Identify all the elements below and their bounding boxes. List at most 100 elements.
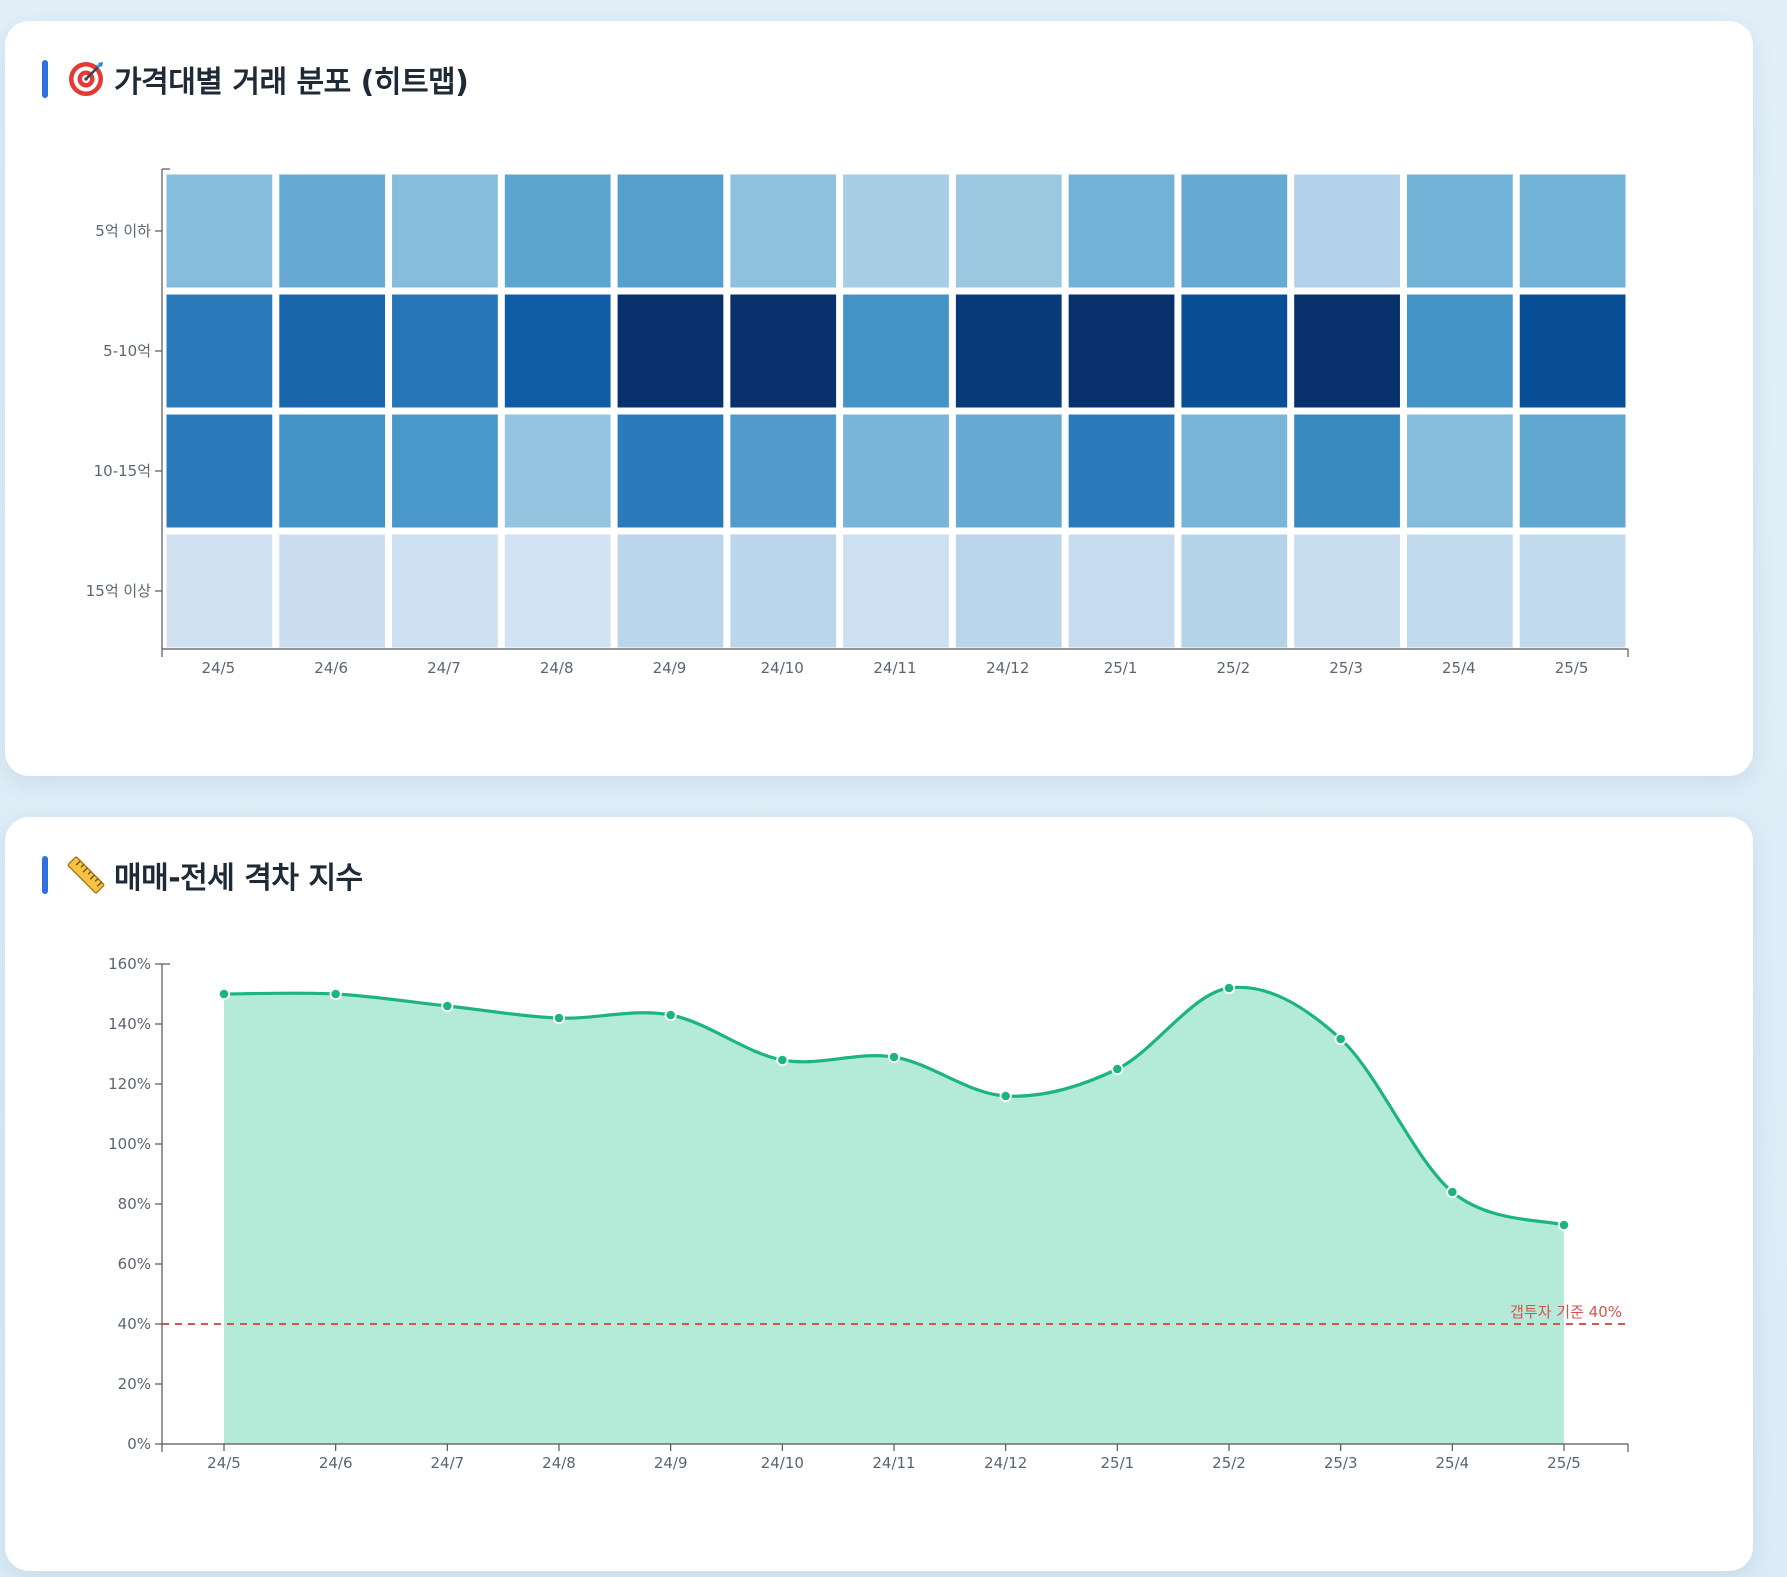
data-point[interactable] bbox=[664, 1008, 677, 1022]
data-point[interactable] bbox=[441, 999, 454, 1013]
heatmap-cell[interactable] bbox=[392, 294, 498, 408]
x-tick-label: 25/4 bbox=[1435, 1454, 1469, 1472]
y-tick-label: 15억 이상 bbox=[86, 582, 151, 600]
heatmap-cell[interactable] bbox=[504, 534, 611, 648]
heatmap-cell[interactable] bbox=[843, 534, 949, 648]
heatmap-cell[interactable] bbox=[730, 294, 837, 408]
x-tick-label: 25/1 bbox=[1100, 1454, 1134, 1472]
x-tick-label: 24/9 bbox=[653, 659, 687, 677]
y-tick-label: 5억 이하 bbox=[95, 222, 151, 240]
heatmap-cell[interactable] bbox=[392, 414, 498, 528]
x-tick-label: 24/11 bbox=[873, 659, 916, 677]
heatmap-cell[interactable] bbox=[617, 174, 724, 288]
heatmap-cell[interactable] bbox=[843, 174, 949, 288]
y-tick-label: 80% bbox=[118, 1195, 151, 1213]
x-tick-label: 24/5 bbox=[202, 659, 236, 677]
heatmap-cell[interactable] bbox=[1294, 294, 1400, 408]
x-tick-label: 24/8 bbox=[540, 659, 574, 677]
y-tick-label: 40% bbox=[118, 1315, 151, 1333]
heatmap-cell[interactable] bbox=[843, 294, 949, 408]
x-tick-label: 24/12 bbox=[984, 1454, 1027, 1472]
heatmap-cell[interactable] bbox=[166, 414, 273, 528]
data-point[interactable] bbox=[552, 1011, 566, 1025]
x-tick-label: 24/11 bbox=[872, 1454, 915, 1472]
data-point[interactable] bbox=[329, 987, 342, 1001]
heatmap-cell[interactable] bbox=[843, 414, 949, 528]
heatmap-cell[interactable] bbox=[504, 414, 611, 528]
data-point[interactable] bbox=[776, 1053, 789, 1067]
heatmap-axes bbox=[161, 168, 1629, 657]
heatmap-cell[interactable] bbox=[1181, 534, 1288, 648]
heatmap-cell[interactable] bbox=[1181, 414, 1288, 528]
x-tick-label: 25/2 bbox=[1212, 1454, 1246, 1472]
y-tick-label: 20% bbox=[118, 1375, 151, 1393]
y-tick-label: 0% bbox=[127, 1435, 151, 1453]
heatmap-cell[interactable] bbox=[1519, 174, 1626, 288]
heatmap-cell[interactable] bbox=[617, 414, 724, 528]
heatmap-cell[interactable] bbox=[955, 414, 1062, 528]
heatmap-cell[interactable] bbox=[1294, 534, 1400, 648]
data-point[interactable] bbox=[1557, 1218, 1571, 1232]
heatmap-cell[interactable] bbox=[166, 534, 273, 648]
heatmap-cell[interactable] bbox=[730, 174, 837, 288]
x-tick-label: 25/5 bbox=[1555, 659, 1589, 677]
x-tick-label: 24/5 bbox=[207, 1454, 241, 1472]
heatmap-cell[interactable] bbox=[955, 294, 1062, 408]
heatmap-cell[interactable] bbox=[617, 294, 724, 408]
y-tick-label: 60% bbox=[118, 1255, 151, 1273]
heatmap-cell[interactable] bbox=[1406, 174, 1513, 288]
heatmap-cell[interactable] bbox=[730, 414, 837, 528]
heatmap-cell[interactable] bbox=[617, 534, 724, 648]
heatmap-cell[interactable] bbox=[1068, 174, 1175, 288]
heatmap-cell[interactable] bbox=[279, 174, 386, 288]
ruler-icon bbox=[66, 855, 106, 895]
heatmap-cell[interactable] bbox=[1068, 534, 1175, 648]
heatmap-cell[interactable] bbox=[1068, 294, 1175, 408]
heatmap-cell[interactable] bbox=[1294, 414, 1400, 528]
accent-bar bbox=[42, 856, 48, 894]
target-icon bbox=[66, 59, 106, 99]
heatmap-cell[interactable] bbox=[1181, 174, 1288, 288]
data-point[interactable] bbox=[1334, 1032, 1347, 1046]
heatmap-cell[interactable] bbox=[1519, 534, 1626, 648]
heatmap-cell[interactable] bbox=[392, 174, 498, 288]
gap-index-chart: 갭투자 기준 40% 0% 20% 40% 60% 80% 100% 120% 140% 160%… bbox=[108, 955, 1629, 1472]
heatmap-cell[interactable] bbox=[504, 294, 611, 408]
heatmap-cell[interactable] bbox=[279, 534, 386, 648]
heatmap-cell[interactable] bbox=[1406, 294, 1513, 408]
heatmap-cell[interactable] bbox=[1406, 414, 1513, 528]
gap-index-card-title: 매매-전세 격차 지수 bbox=[114, 861, 363, 896]
heatmap-chart: 5억 이하 5-10억 10-15억 15억 이상 24/5 24/6 24/7 24/8 24… bbox=[86, 168, 1629, 677]
y-tick-label: 100% bbox=[108, 1135, 151, 1153]
heatmap-cell[interactable] bbox=[1294, 174, 1400, 288]
data-point[interactable] bbox=[1111, 1062, 1124, 1076]
heatmap-cell[interactable] bbox=[504, 174, 611, 288]
reference-line-label: 갭투자 기준 40% bbox=[1510, 1303, 1622, 1321]
heatmap-cell[interactable] bbox=[1519, 414, 1626, 528]
data-point[interactable] bbox=[217, 987, 231, 1001]
y-tick-label: 10-15억 bbox=[94, 462, 151, 480]
heatmap-cell[interactable] bbox=[279, 294, 386, 408]
heatmap-cell[interactable] bbox=[166, 294, 273, 408]
data-point[interactable] bbox=[887, 1050, 901, 1064]
heatmap-cell[interactable] bbox=[955, 534, 1062, 648]
heatmap-card-header: 가격대별 거래 분포 (히트맵) bbox=[42, 59, 469, 100]
heatmap-cell[interactable] bbox=[955, 174, 1062, 288]
heatmap-cell[interactable] bbox=[1181, 294, 1288, 408]
data-point[interactable] bbox=[1222, 981, 1236, 995]
heatmap-cell[interactable] bbox=[279, 414, 386, 528]
heatmap-cell[interactable] bbox=[166, 174, 273, 288]
area-fill bbox=[224, 987, 1564, 1444]
heatmap-cell[interactable] bbox=[1068, 414, 1175, 528]
heatmap-cell[interactable] bbox=[1406, 534, 1513, 648]
x-tick-label: 25/2 bbox=[1216, 659, 1250, 677]
x-tick-label: 24/6 bbox=[319, 1454, 353, 1472]
y-tick-label: 5-10억 bbox=[103, 342, 151, 360]
x-tick-label: 25/4 bbox=[1442, 659, 1476, 677]
heatmap-cell[interactable] bbox=[730, 534, 837, 648]
data-point[interactable] bbox=[999, 1089, 1012, 1103]
heatmap-cell[interactable] bbox=[1519, 294, 1626, 408]
data-point[interactable] bbox=[1446, 1185, 1459, 1199]
x-tick-label: 24/7 bbox=[430, 1454, 464, 1472]
heatmap-cell[interactable] bbox=[392, 534, 498, 648]
